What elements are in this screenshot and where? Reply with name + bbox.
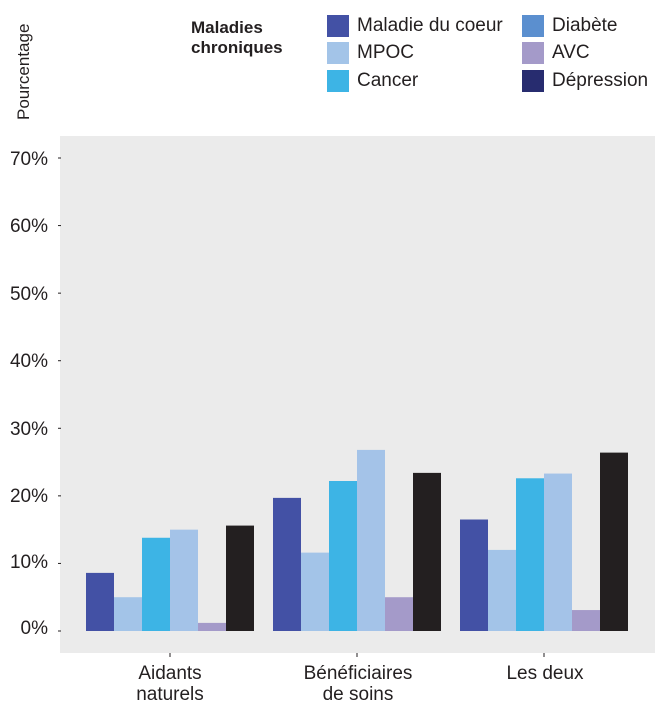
legend-swatch xyxy=(327,42,349,64)
bar xyxy=(226,525,254,631)
bar xyxy=(544,473,572,631)
y-tick-label: 10% xyxy=(9,552,48,573)
bar xyxy=(329,480,357,631)
legend-title-line: Maladies xyxy=(191,18,263,37)
legend-label: Dépression xyxy=(552,70,649,91)
legend-swatch xyxy=(327,15,349,37)
bar xyxy=(357,449,385,631)
legend-title: Maladies chroniques xyxy=(191,18,283,58)
x-category-line: Les deux xyxy=(506,663,584,684)
bar xyxy=(385,597,413,631)
legend-item: Maladie du coeur xyxy=(327,15,503,37)
bar xyxy=(413,472,441,631)
legend-label: Maladie du coeur xyxy=(357,15,503,36)
x-category-label: Bénéficiaires de soins xyxy=(268,663,448,705)
y-tick-label: 20% xyxy=(9,486,48,507)
legend-item: Diabète xyxy=(522,15,618,37)
bar xyxy=(572,610,600,631)
bar xyxy=(460,519,488,631)
legend-item: Cancer xyxy=(327,70,418,92)
bar xyxy=(198,622,226,631)
legend-label: AVC xyxy=(552,42,590,63)
bar xyxy=(301,552,329,631)
legend-swatch xyxy=(522,15,544,37)
y-tick-label: 0% xyxy=(20,618,48,639)
x-category-line: Aidants xyxy=(138,663,202,684)
legend-item: Dépression xyxy=(522,70,648,92)
legend-item: MPOC xyxy=(327,42,414,64)
x-category-line: naturels xyxy=(136,684,204,705)
bar xyxy=(516,478,544,631)
bar xyxy=(114,597,142,631)
y-tick-label: 70% xyxy=(9,149,48,170)
bar xyxy=(142,537,170,631)
x-category-line: de soins xyxy=(322,684,394,705)
legend-swatch xyxy=(522,70,544,92)
bar xyxy=(488,549,516,631)
x-category-label: Les deux xyxy=(455,663,635,684)
bar xyxy=(86,572,114,631)
y-tick-label: 60% xyxy=(9,216,48,237)
bar xyxy=(170,529,198,631)
legend-swatch xyxy=(522,42,544,64)
bar xyxy=(273,497,301,631)
legend-label: Diabète xyxy=(552,15,618,36)
y-axis-label: Pourcentage xyxy=(14,23,33,120)
legend-label: Cancer xyxy=(357,70,419,91)
y-tick-label: 40% xyxy=(9,351,48,372)
x-category-label: Aidants naturels xyxy=(80,663,260,705)
bar xyxy=(600,452,628,631)
legend-swatch xyxy=(327,70,349,92)
legend-title-line: chroniques xyxy=(191,38,283,57)
x-category-line: Bénéficiaires xyxy=(303,663,413,684)
legend-item: AVC xyxy=(522,42,590,64)
legend-label: MPOC xyxy=(357,42,414,63)
y-tick-label: 50% xyxy=(9,284,48,305)
y-tick-label: 30% xyxy=(9,419,48,440)
